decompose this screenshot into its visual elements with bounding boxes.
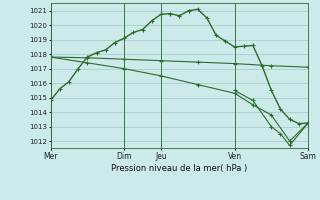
X-axis label: Pression niveau de la mer( hPa ): Pression niveau de la mer( hPa ) (111, 164, 247, 173)
